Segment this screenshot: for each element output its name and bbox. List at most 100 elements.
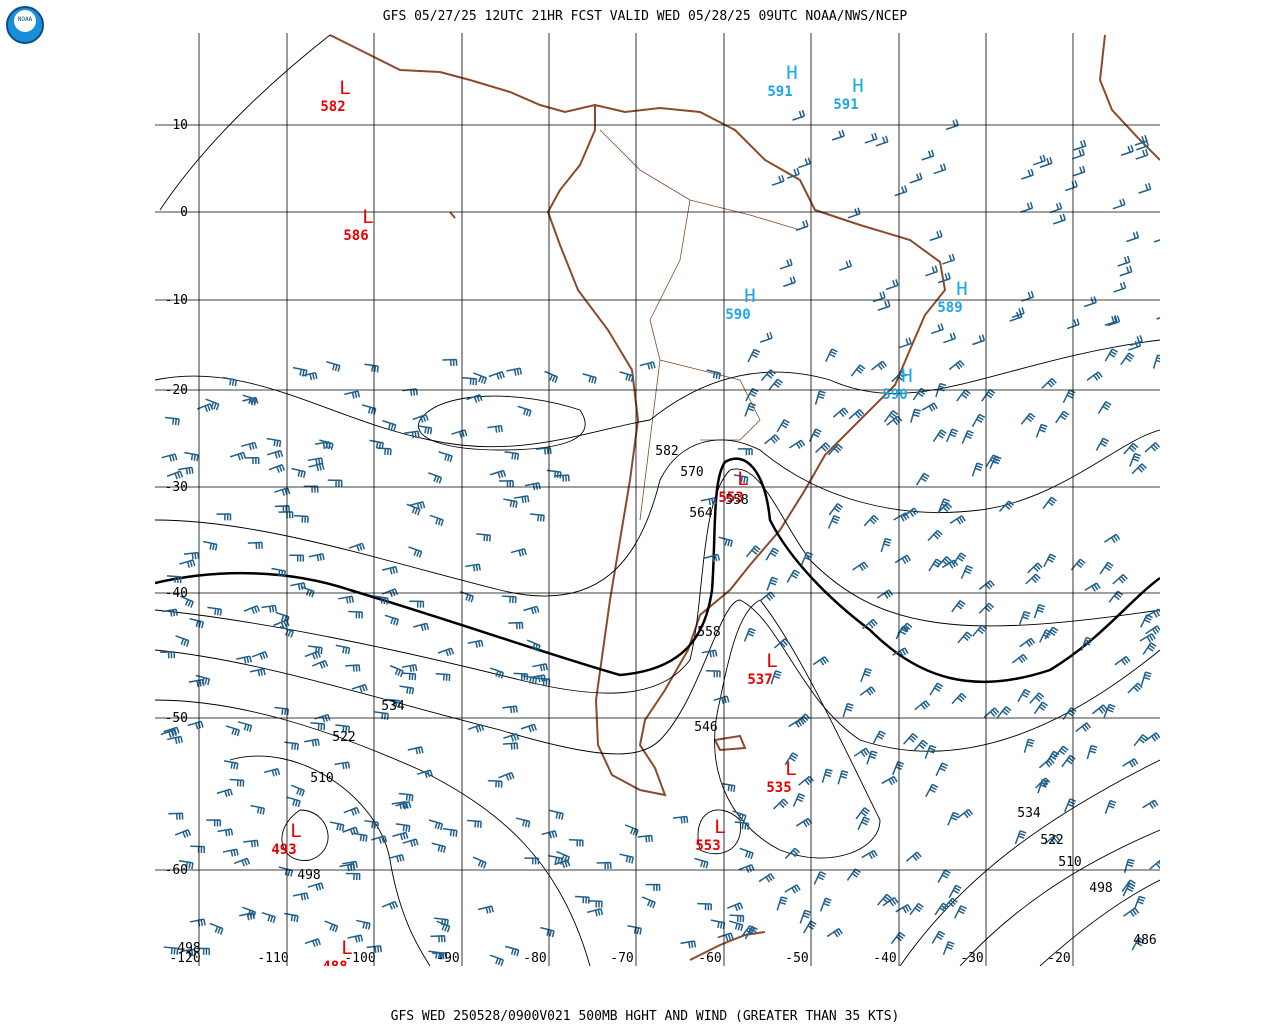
pressure-center-value: 488 [322, 959, 347, 975]
wind-barb [929, 682, 944, 696]
wind-barb [413, 622, 430, 632]
wind-barb [1122, 882, 1136, 897]
wind-barb [451, 429, 468, 438]
wind-barb [645, 883, 661, 891]
wind-barb [273, 619, 290, 629]
contour-label: 522 [332, 730, 355, 745]
wind-barb [960, 565, 974, 580]
longitude-label: -110 [257, 951, 288, 966]
wind-barb [734, 821, 750, 830]
wind-barb [700, 497, 717, 506]
wind-barb [941, 559, 959, 569]
wind-barb [472, 856, 487, 869]
contour-label: 522 [1040, 833, 1063, 848]
wind-barb [837, 770, 849, 785]
wind-barb [798, 157, 812, 169]
wind-barb [311, 659, 329, 669]
wind-barb [466, 394, 483, 403]
wind-barb [910, 408, 921, 423]
wind-barb [401, 663, 418, 673]
wind-barb [587, 899, 603, 908]
wind-barb [971, 413, 986, 427]
wind-barb [549, 809, 564, 820]
wind-barb [866, 750, 878, 765]
wind-barb [488, 370, 505, 380]
wind-barb [536, 446, 552, 455]
wind-barb [978, 602, 995, 614]
wind-barb [832, 407, 849, 418]
wind-barb [510, 548, 527, 557]
wind-barb [945, 119, 959, 131]
latitude-label: -20 [165, 383, 188, 398]
wind-barb [1104, 314, 1118, 326]
wind-barb [1073, 139, 1087, 151]
wind-barb [237, 721, 253, 732]
borders [599, 129, 801, 521]
wind-barb [356, 919, 371, 930]
wind-barb [508, 621, 524, 630]
wind-barb [399, 685, 415, 695]
wind-barb [794, 713, 811, 725]
wind-barb [1086, 744, 1098, 760]
wind-barb [438, 451, 453, 463]
wind-barb [938, 498, 950, 513]
wind-barb [1062, 389, 1076, 404]
wind-barb [949, 515, 966, 525]
wind-barb [812, 656, 829, 666]
wind-barb [898, 337, 912, 349]
wind-barb [937, 869, 951, 883]
wind-barb [308, 462, 325, 472]
pressure-center-symbol: H [956, 278, 967, 300]
wind-barb [998, 500, 1015, 512]
wind-barb [487, 424, 503, 433]
wind-barb [395, 823, 411, 833]
wind-barb [428, 819, 444, 831]
wind-barb [921, 402, 938, 412]
wind-barb [409, 501, 426, 510]
wind-barb [1152, 354, 1160, 369]
wind-barb [1121, 879, 1136, 892]
wind-barb [954, 905, 967, 919]
wind-barb [871, 360, 887, 371]
wind-barb [848, 409, 865, 420]
wind-barb [247, 541, 263, 550]
wind-barb [1043, 834, 1060, 845]
wind-barb [737, 448, 753, 456]
wind-barb [498, 480, 514, 488]
wind-barb [532, 663, 548, 672]
wind-barb [345, 872, 361, 881]
wind-barb [942, 897, 958, 910]
pressure-center-symbol: H [786, 62, 797, 84]
wind-barb [1038, 758, 1055, 769]
wind-barb [540, 926, 555, 938]
wind-barb [882, 897, 899, 907]
contour-label: 570 [680, 465, 703, 480]
contour-label: 498 [1089, 881, 1112, 896]
wind-barb [877, 893, 893, 906]
wind-barb [261, 604, 277, 613]
wind-barb [1025, 573, 1041, 585]
pressure-center-symbol: H [852, 75, 863, 97]
wind-barb [813, 871, 827, 885]
wind-barb [271, 567, 287, 578]
wind-barb [1104, 799, 1117, 814]
contour-label: 582 [655, 444, 678, 459]
wind-barb [803, 920, 817, 934]
wind-barb [431, 842, 446, 853]
wind-barb [929, 230, 943, 242]
wind-barb [1117, 255, 1131, 267]
wind-barb [932, 429, 947, 443]
wind-barb [952, 552, 967, 566]
wind-barb [168, 812, 184, 820]
wind-barb [747, 348, 761, 363]
wind-barb [1037, 779, 1049, 794]
contour-label: 534 [381, 699, 405, 714]
wind-barb [502, 705, 518, 714]
wind-barb [933, 163, 947, 175]
wind-barb [382, 420, 397, 432]
wind-barb [713, 695, 730, 705]
wind-barb [292, 366, 308, 377]
wind-barb [161, 453, 178, 462]
wind-barb [364, 819, 380, 829]
wind-barb [1020, 412, 1036, 425]
